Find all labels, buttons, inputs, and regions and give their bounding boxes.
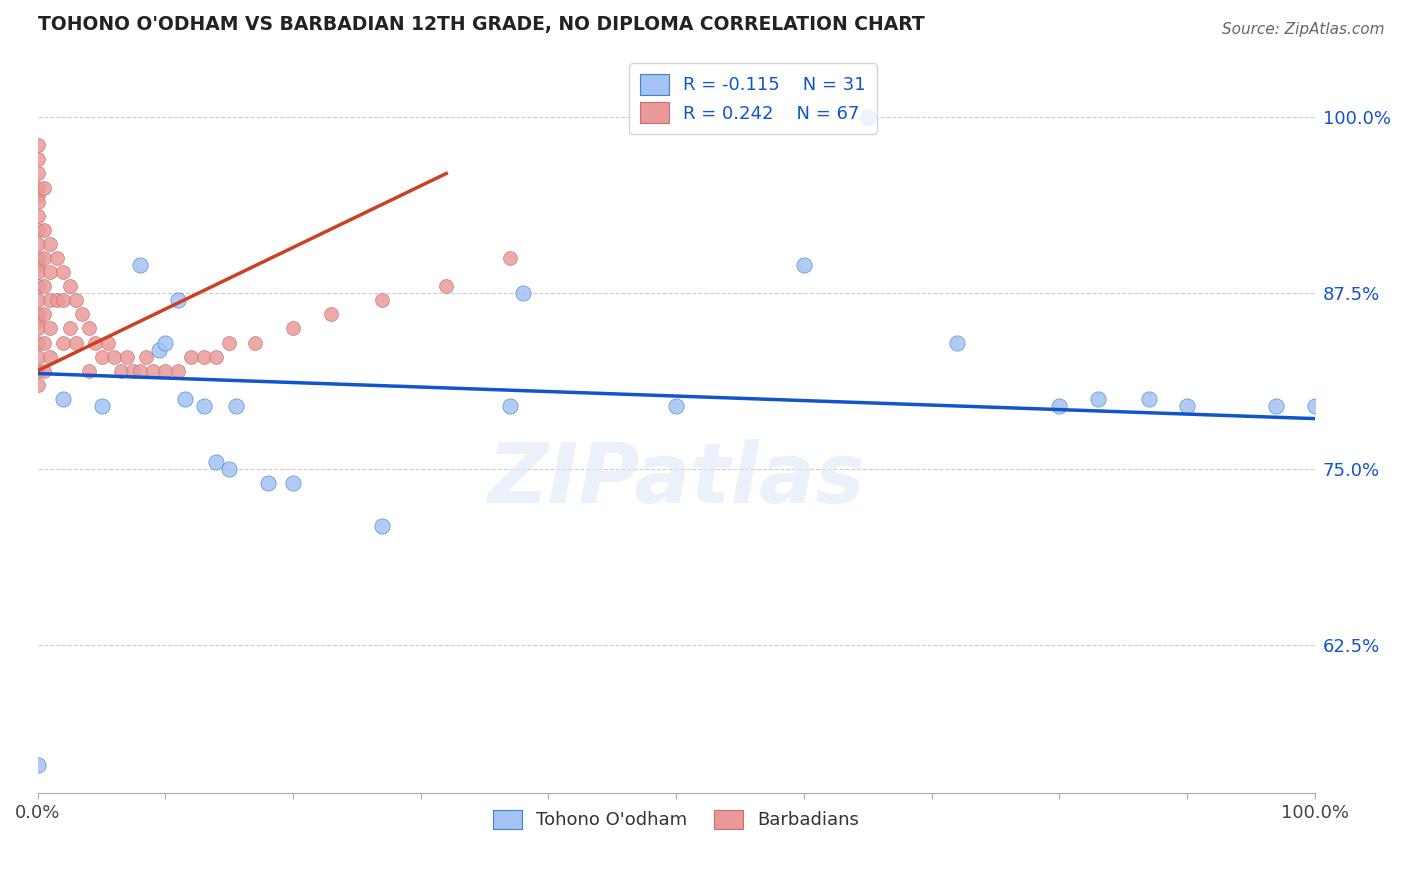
Point [52, 293, 75, 308]
Text: TOHONO O'ODHAM VS BARBADIAN 12TH GRADE, NO DIPLOMA CORRELATION CHART: TOHONO O'ODHAM VS BARBADIAN 12TH GRADE, … [38, 15, 924, 34]
Point [27, 251, 49, 265]
Point [84, 335, 107, 350]
Point [148, 343, 170, 357]
Point [27, 265, 49, 279]
Point [65, 293, 87, 308]
Point [155, 364, 177, 378]
Point [193, 350, 215, 364]
Point [180, 350, 202, 364]
Point [39, 321, 62, 335]
Point [371, 518, 394, 533]
Text: ZIPatlas: ZIPatlas [488, 439, 865, 520]
Point [225, 399, 247, 413]
Point [27, 321, 49, 335]
Point [27, 279, 49, 293]
Point [32, 180, 55, 194]
Point [281, 476, 304, 491]
Point [72, 307, 94, 321]
Text: Source: ZipAtlas.com: Source: ZipAtlas.com [1222, 22, 1385, 37]
Point [27, 153, 49, 167]
Point [77, 321, 100, 335]
Point [65, 335, 87, 350]
Point [155, 335, 177, 350]
Point [32, 364, 55, 378]
Point [1047, 399, 1070, 413]
Point [52, 335, 75, 350]
Point [142, 364, 165, 378]
Point [27, 293, 49, 308]
Point [103, 350, 125, 364]
Legend: Tohono O'odham, Barbadians: Tohono O'odham, Barbadians [485, 803, 866, 837]
Point [27, 314, 49, 328]
Point [97, 335, 120, 350]
Point [205, 350, 228, 364]
Point [27, 377, 49, 392]
Point [371, 293, 394, 308]
Point [135, 350, 157, 364]
Point [856, 110, 879, 124]
Point [27, 335, 49, 350]
Point [39, 236, 62, 251]
Point [27, 236, 49, 251]
Point [321, 307, 343, 321]
Point [32, 279, 55, 293]
Point [499, 251, 522, 265]
Point [128, 258, 150, 272]
Point [90, 399, 112, 413]
Point [281, 321, 304, 335]
Point [115, 350, 138, 364]
Point [90, 350, 112, 364]
Point [39, 265, 62, 279]
Point [59, 279, 82, 293]
Point [512, 286, 534, 301]
Point [665, 399, 688, 413]
Point [110, 364, 132, 378]
Point [1303, 399, 1326, 413]
Point [59, 321, 82, 335]
Point [39, 293, 62, 308]
Point [27, 307, 49, 321]
Point [1175, 399, 1198, 413]
Point [793, 258, 815, 272]
Point [52, 392, 75, 406]
Point [27, 180, 49, 194]
Point [45, 251, 67, 265]
Point [218, 335, 240, 350]
Point [1087, 392, 1109, 406]
Point [27, 364, 49, 378]
Point [173, 392, 195, 406]
Point [167, 293, 190, 308]
Point [27, 223, 49, 237]
Point [32, 335, 55, 350]
Point [39, 350, 62, 364]
Point [1137, 392, 1160, 406]
Point [27, 209, 49, 223]
Point [218, 462, 240, 476]
Point [122, 364, 145, 378]
Point [27, 758, 49, 772]
Point [27, 187, 49, 202]
Point [27, 166, 49, 180]
Point [32, 307, 55, 321]
Point [205, 455, 228, 469]
Point [45, 293, 67, 308]
Point [27, 350, 49, 364]
Point [32, 223, 55, 237]
Point [27, 194, 49, 209]
Point [128, 364, 150, 378]
Point [167, 364, 190, 378]
Point [27, 138, 49, 153]
Point [499, 399, 522, 413]
Point [1265, 399, 1288, 413]
Point [52, 265, 75, 279]
Point [193, 399, 215, 413]
Point [77, 364, 100, 378]
Point [32, 251, 55, 265]
Point [434, 279, 457, 293]
Point [27, 258, 49, 272]
Point [946, 335, 969, 350]
Point [243, 335, 266, 350]
Point [256, 476, 278, 491]
